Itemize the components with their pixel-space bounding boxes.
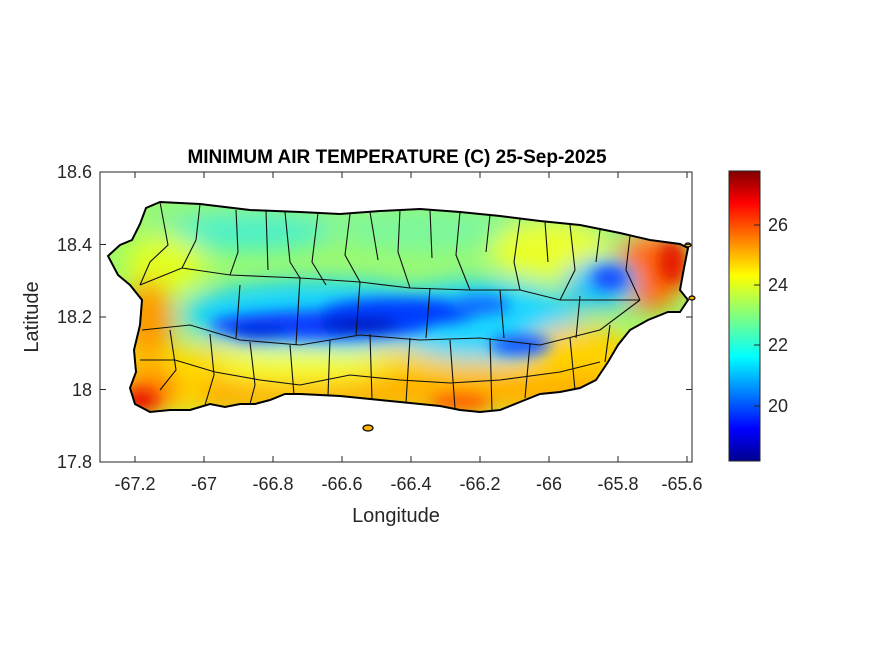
colorbar-ticks [754, 224, 760, 407]
colorbar-tick-label: 20 [768, 396, 788, 416]
x-tick-label: -66.8 [252, 474, 293, 494]
x-tick-label: -67 [191, 474, 217, 494]
colorbar-tick-label: 22 [768, 335, 788, 355]
y-tick-label: 18.2 [57, 307, 92, 327]
y-tick-label: 18.6 [57, 162, 92, 182]
x-tick-label: -66 [536, 474, 562, 494]
chart-title: MINIMUM AIR TEMPERATURE (C) 25-Sep-2025 [187, 147, 607, 168]
x-tick-label: -65.6 [661, 474, 702, 494]
x-tick-label: -65.8 [597, 474, 638, 494]
x-axis-label: Longitude [352, 505, 440, 527]
colorbar-tick-label: 24 [768, 275, 788, 295]
x-tick-label: -66.4 [390, 474, 431, 494]
y-axis-label: Latitude [21, 281, 43, 352]
x-tick-labels: -67.2 -67 -66.8 -66.6 -66.4 -66.2 -66 -6… [114, 474, 702, 494]
x-tick-label: -66.6 [321, 474, 362, 494]
y-tick-label: 18 [72, 380, 92, 400]
x-tick-label: -67.2 [114, 474, 155, 494]
colorbar [728, 170, 761, 462]
y-axis [100, 171, 692, 463]
municipal-boundaries [139, 202, 641, 412]
colorbar-tick-label: 26 [768, 215, 788, 235]
y-tick-label: 17.8 [57, 452, 92, 472]
y-tick-label: 18.4 [57, 235, 92, 255]
colorbar-tick-labels: 26 24 22 20 [768, 215, 788, 416]
x-tick-label: -66.2 [459, 474, 500, 494]
x-axis [134, 172, 688, 462]
y-tick-labels: 18.6 18.4 18.2 18 17.8 [57, 162, 92, 472]
